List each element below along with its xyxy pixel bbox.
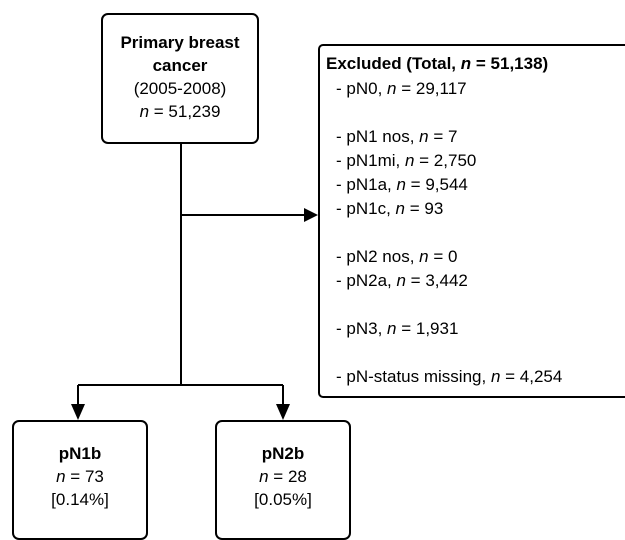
label: - pN1a, [336,175,397,194]
count: = 51,239 [149,102,221,121]
var: n [419,127,429,146]
excluded-item: - pN1mi, n = 2,750 [336,149,625,173]
label: - pN2 nos, [336,247,420,266]
count: = 7 [428,127,458,146]
count: = 9,544 [405,175,468,194]
primary-period: (2005-2008) [133,79,227,98]
count: = 73 [65,467,104,486]
excluded-item: - pN0, n = 29,117 [336,77,625,101]
var: n [387,79,397,98]
excluded-box: Excluded (Total, n = 51,138) - pN0, n = … [318,44,625,398]
excluded-list: - pN0, n = 29,117- pN1 nos, n = 7- pN1mi… [326,77,625,389]
excluded-item: - pN1a, n = 9,544 [336,173,625,197]
excluded-group: - pN-status missing, n = 4,254 [336,365,625,389]
outcome-title: pN1b [58,444,102,463]
excluded-item: - pN2 nos, n = 0 [336,245,625,269]
text: Excluded (Total, [326,54,461,73]
count: = 0 [428,247,458,266]
outcome-percent: [0.05%] [254,490,312,509]
count: = 93 [405,199,444,218]
arrowhead [276,404,290,420]
page: Primary breast cancer (2005-2008) n = 51… [12,13,625,540]
var: n [56,467,66,486]
var: n [259,467,269,486]
outcome-box: pN2b n = 28 [0.05%] [215,420,351,540]
var: n [460,54,472,73]
connectors [71,143,318,420]
var: n [387,319,397,338]
var: n [490,367,501,386]
var: n [396,175,406,194]
primary-title: Primary breast cancer [120,33,240,75]
var: n [396,271,406,290]
var: n [404,151,415,170]
label: - pN2a, [336,271,397,290]
text: = 51,138) [471,54,549,73]
count: = 28 [268,467,307,486]
count: = 2,750 [414,151,477,170]
excluded-item: - pN1 nos, n = 7 [336,125,625,149]
outcome-title: pN2b [261,444,305,463]
excluded-title: Excluded (Total, n = 51,138) [326,52,625,76]
label: - pN1 nos, [336,127,420,146]
excluded-group: - pN1 nos, n = 7- pN1mi, n = 2,750- pN1a… [336,125,625,221]
outcome-count: n = 28 [217,465,349,488]
count: = 29,117 [396,79,467,98]
excluded-item: - pN1c, n = 93 [336,197,625,221]
excluded-item: - pN2a, n = 3,442 [336,269,625,293]
arrowhead [304,208,318,222]
count: = 1,931 [396,319,459,338]
arrowhead [71,404,85,420]
var: n [419,247,429,266]
label: - pN0, [336,79,388,98]
excluded-item: - pN-status missing, n = 4,254 [336,365,625,389]
excluded-group: - pN3, n = 1,931 [336,317,625,341]
excluded-group: - pN0, n = 29,117 [336,77,625,101]
label: - pN3, [336,319,388,338]
var: n [139,102,150,121]
count: = 3,442 [405,271,468,290]
var: n [395,199,405,218]
excluded-item: - pN3, n = 1,931 [336,317,625,341]
outcome-box: pN1b n = 73 [0.14%] [12,420,148,540]
outcome-count: n = 73 [14,465,146,488]
label: - pN1c, [336,199,396,218]
outcome-percent: [0.14%] [51,490,109,509]
primary-count: n = 51,239 [103,100,257,123]
label: - pN1mi, [336,151,405,170]
primary-box: Primary breast cancer (2005-2008) n = 51… [101,13,259,144]
count: = 4,254 [500,367,563,386]
label: - pN-status missing, [336,367,491,386]
excluded-group: - pN2 nos, n = 0- pN2a, n = 3,442 [336,245,625,293]
